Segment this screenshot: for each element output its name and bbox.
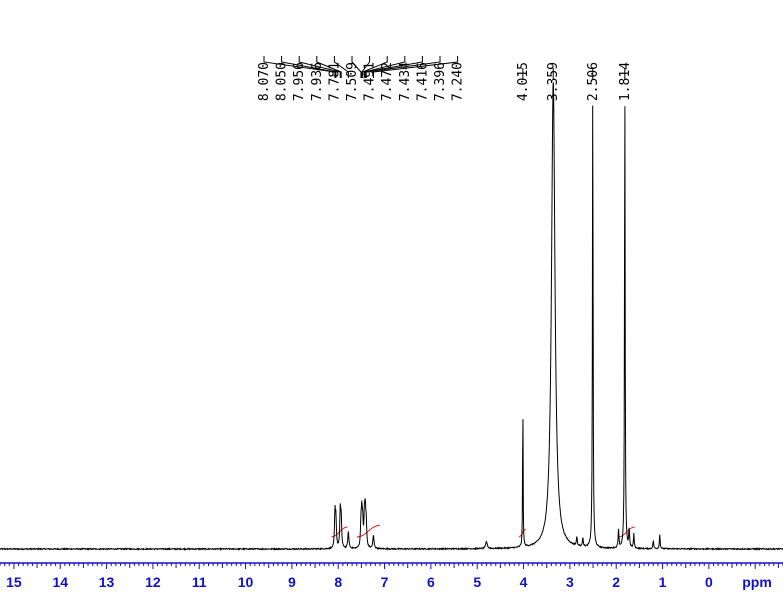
x-axis-tick-label: 1 <box>659 574 667 590</box>
peak-label: 1.814 <box>618 62 633 101</box>
peak-label-text: 2.506 <box>586 62 601 101</box>
peak-label-leader <box>361 56 371 78</box>
x-axis-unit-label: ppm <box>742 574 772 590</box>
peak-label-leader <box>333 56 349 78</box>
peak-label: 7.396 <box>365 56 448 101</box>
x-axis: 15 14 13 12 11 10 9 8 7 6 5 4 3 2 1 0 <box>0 562 783 590</box>
peak-label-text: 8.050 <box>275 62 290 101</box>
x-axis-tick-label: 10 <box>238 574 254 590</box>
x-axis-tick-label: 2 <box>612 574 620 590</box>
x-axis-tick-label: 8 <box>334 574 342 590</box>
peak-label-leader <box>372 56 459 78</box>
peak-label-text: 7.936 <box>310 62 325 101</box>
peak-label: 7.491 <box>361 56 378 101</box>
peak-label-leader <box>363 56 406 78</box>
peak-label-text: 7.509 <box>345 62 360 101</box>
integral-curve <box>356 524 380 538</box>
x-axis-tick-label: 5 <box>473 574 481 590</box>
x-axis-tick-label: 6 <box>427 574 435 590</box>
x-axis-tick-label: 0 <box>705 574 713 590</box>
x-axis-tick-label: 9 <box>288 574 296 590</box>
peak-label-text: 7.434 <box>398 62 413 101</box>
peak-label-leader <box>351 56 362 78</box>
x-axis-tick-label: 4 <box>520 574 528 590</box>
peak-label: 3.359 <box>546 62 561 101</box>
peak-label: 7.434 <box>363 56 413 101</box>
peak-label: 7.509 <box>345 56 362 101</box>
peak-label-text: 3.359 <box>546 62 561 101</box>
peak-label: 7.781 <box>327 56 349 101</box>
peak-label-text: 7.472 <box>380 62 395 101</box>
peak-label: 4.015 <box>516 62 531 101</box>
peak-label-text: 7.240 <box>451 62 466 101</box>
peak-label-text: 7.781 <box>327 62 342 101</box>
peak-label: 8.070 <box>257 56 336 101</box>
peak-label: 7.240 <box>372 56 466 101</box>
peak-label-leader <box>364 56 423 78</box>
peak-label: 7.416 <box>364 56 430 101</box>
x-axis-tick-label: 3 <box>566 574 574 590</box>
peak-label-group: 8.070 8.050 7.956 7.936 7.781 7.509 7.491 7.472… <box>257 56 633 101</box>
spectrum-trace <box>0 82 783 552</box>
x-axis-tick-label: 7 <box>381 574 389 590</box>
peak-label: 7.956 <box>292 56 341 101</box>
peak-label-text: 7.416 <box>415 62 430 101</box>
x-axis-tick-label: 15 <box>6 574 22 590</box>
peak-label: 7.936 <box>310 56 342 101</box>
peak-label: 2.506 <box>586 62 601 101</box>
peak-label-text: 7.956 <box>292 62 307 101</box>
peak-label-leader <box>281 56 337 78</box>
peak-label-text: 7.396 <box>433 62 448 101</box>
x-axis-tick-label: 12 <box>145 574 161 590</box>
peak-label-leader <box>316 56 342 78</box>
peak-label-leader <box>298 56 341 78</box>
peak-label-leader <box>362 56 388 78</box>
peak-label-text: 8.070 <box>257 62 272 101</box>
peak-label: 8.050 <box>275 56 337 101</box>
peak-label-text: 4.015 <box>516 62 531 101</box>
peak-label-leader <box>263 56 336 78</box>
peak-label-text: 1.814 <box>618 62 633 101</box>
integral-curves <box>331 524 635 538</box>
x-axis-tick-label: 13 <box>99 574 115 590</box>
x-axis-tick-label: 14 <box>52 574 68 590</box>
peak-label: 7.472 <box>362 56 395 101</box>
peak-label-leader <box>365 56 441 78</box>
x-axis-tick-label: 11 <box>192 574 207 590</box>
